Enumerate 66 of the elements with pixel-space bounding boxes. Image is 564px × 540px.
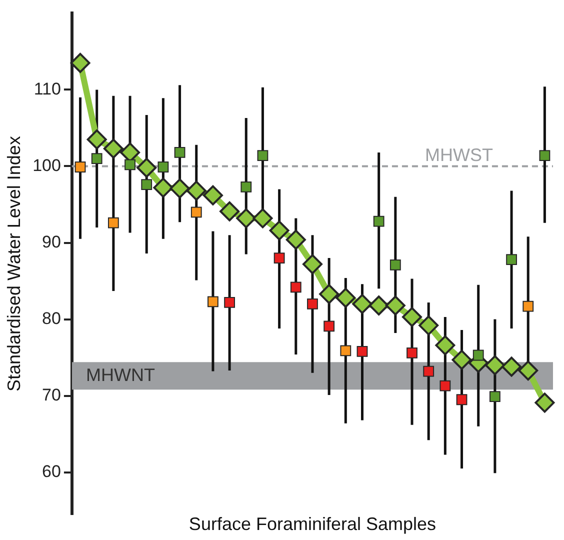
point [368,296,389,316]
point [220,201,240,222]
point [435,335,456,356]
point [484,355,505,376]
point [502,356,522,377]
point [108,217,119,228]
point [190,206,202,218]
point [252,208,273,228]
y-tick-label: 90 [42,232,61,252]
y-axis-title: Standardised Water Level Index [4,136,24,392]
point [324,320,335,332]
point [290,282,302,293]
point [286,230,306,250]
point [319,284,340,304]
point [452,350,472,370]
point [224,296,235,308]
point [534,392,555,413]
point [124,159,136,170]
point [506,254,517,266]
point [240,181,252,192]
y-tick-label: 60 [42,462,61,481]
point [518,360,538,381]
point [274,252,285,264]
point [418,315,439,336]
point [336,288,356,308]
point [86,129,107,150]
point [103,138,124,159]
point [153,178,174,198]
point [423,366,434,377]
point [456,394,468,406]
y-tick-label: 100 [32,156,61,175]
point [302,254,322,274]
point [170,178,190,198]
ref-line-label: MHWST [425,145,494,166]
y-tick-label: 110 [34,79,61,98]
y-tick-label: 80 [42,308,61,328]
point [257,150,268,161]
point [269,220,290,241]
point [186,180,206,201]
y-tick-label: 70 [42,385,61,404]
x-axis-title: Surface Foraminiferal Samples [188,514,436,534]
point [236,208,256,228]
point [356,346,368,357]
point [202,185,223,206]
point [174,147,186,158]
point [340,345,352,356]
point [136,158,157,178]
point [539,150,550,161]
point [402,306,422,327]
point [141,179,152,190]
point [70,52,90,73]
point [91,153,102,164]
point [440,380,451,392]
point [208,296,218,308]
point [74,162,86,172]
band-label: MHWNT [86,364,155,385]
point [352,294,372,314]
point [472,350,484,361]
point [522,300,534,312]
point [373,216,384,227]
point [158,162,169,172]
point [489,391,500,402]
point [406,347,418,358]
point [307,298,318,310]
point [390,260,401,270]
point [385,296,406,316]
